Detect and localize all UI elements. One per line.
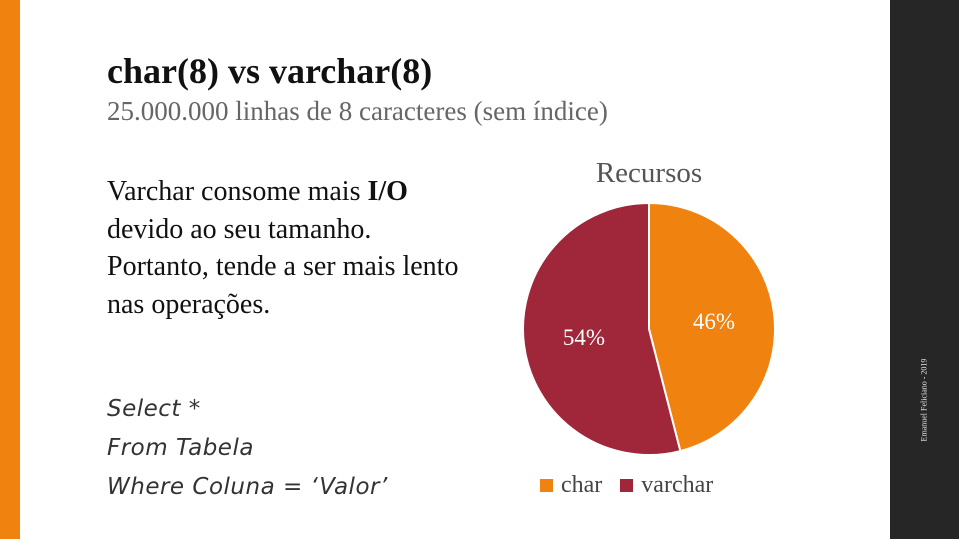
legend-item-varchar: varchar (620, 472, 713, 499)
pie-label-char: 46% (693, 309, 735, 334)
pie-chart: 46% 54% (522, 201, 776, 456)
legend-label-char: char (561, 472, 603, 498)
legend-item-char: char (540, 472, 602, 499)
legend-swatch-varchar (620, 479, 634, 492)
code-line: Select * (107, 396, 201, 422)
body-text: Varchar consome mais I/O devido ao seu t… (107, 173, 467, 323)
side-panel (890, 0, 959, 539)
legend-label-varchar: varchar (641, 472, 714, 498)
sql-code: Select * From Tabela Where Coluna = ‘Val… (107, 390, 388, 507)
body-text-emphasis: I/O (367, 176, 408, 207)
body-text-part1: Varchar consome mais (107, 176, 368, 207)
pie-slice-char (648, 201, 776, 453)
pie-slice-varchar (522, 201, 682, 456)
code-line: Where Coluna = ‘Valor’ (107, 474, 388, 500)
accent-bar (0, 0, 20, 539)
pie-label-varchar: 54% (563, 325, 605, 350)
body-text-part2: devido ao seu tamanho. Portanto, tende a… (107, 213, 459, 320)
slide-title: char(8) vs varchar(8) (107, 51, 433, 91)
chart-title: Recursos (595, 157, 703, 189)
side-credit: Emanuel Feliciano - 2019 (919, 358, 929, 442)
code-line: From Tabela (107, 435, 254, 461)
chart-legend: char varchar (540, 472, 731, 499)
slide-subtitle: 25.000.000 linhas de 8 caracteres (sem í… (107, 96, 608, 126)
legend-swatch-char (540, 479, 553, 492)
